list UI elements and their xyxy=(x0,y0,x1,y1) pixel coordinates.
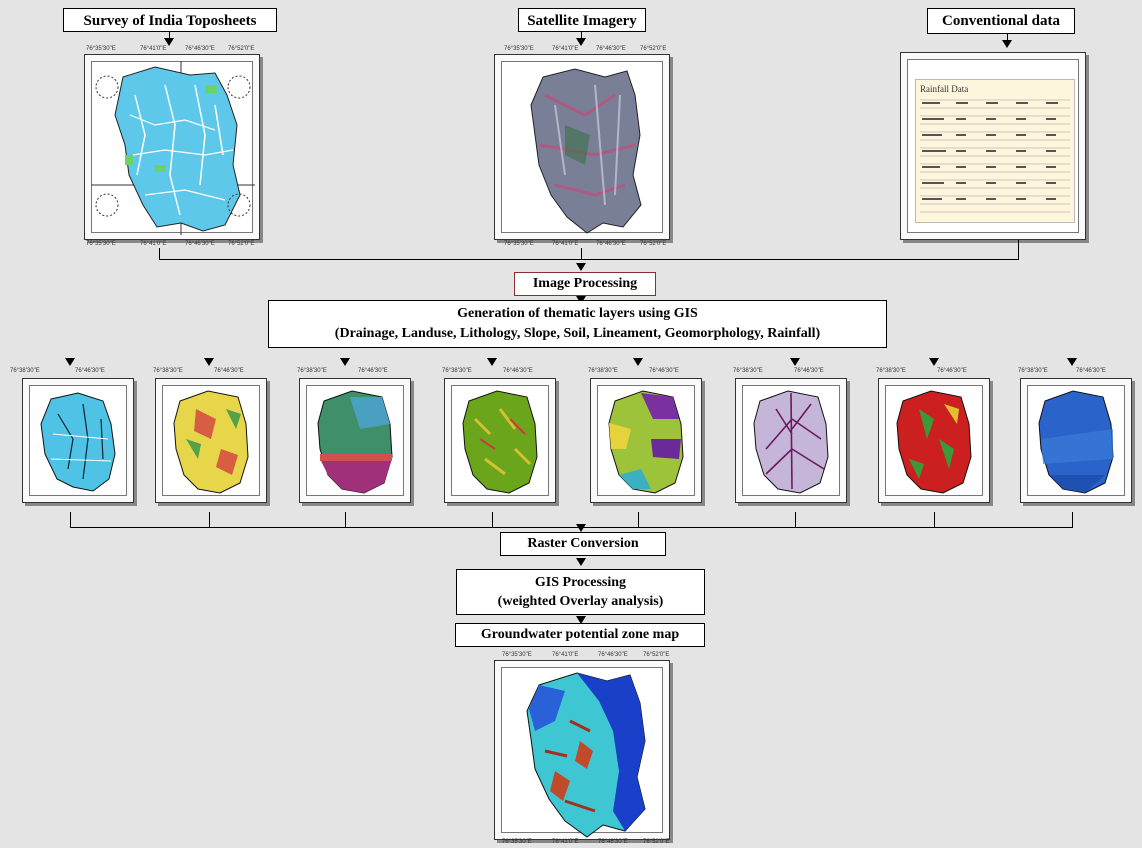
coord-label: 76°52'0"E xyxy=(228,241,255,247)
coord-label: 76°46'30"E xyxy=(794,368,824,374)
arrow-down-icon xyxy=(487,358,497,366)
coord-label: 76°52'0"E xyxy=(643,652,670,658)
coord-label: 76°41'0"E xyxy=(552,839,579,845)
coord-label: 76°52'0"E xyxy=(228,46,255,52)
arrow-down-icon xyxy=(790,358,800,366)
table-title: Rainfall Data xyxy=(920,84,969,94)
coord-label: 76°38'30"E xyxy=(10,368,40,374)
coord-label: 76°52'0"E xyxy=(643,839,670,845)
coord-label: 76°35'30"E xyxy=(504,241,534,247)
coord-label: 76°38'30"E xyxy=(153,368,183,374)
lithology-layer-map xyxy=(299,378,411,503)
rainfall-layer-map xyxy=(1020,378,1132,503)
arrow-down-icon xyxy=(576,263,586,271)
geomorphology-layer-map xyxy=(878,378,990,503)
arrow-down-icon xyxy=(576,524,586,532)
raster-conversion-box: Raster Conversion xyxy=(500,532,666,556)
gis-processing-title: GIS Processing xyxy=(534,575,627,590)
coord-label: 76°35'30"E xyxy=(502,652,532,658)
rainfall-table: Rainfall Data xyxy=(900,52,1086,240)
coord-label: 76°46'30"E xyxy=(598,652,628,658)
satellite-box: Satellite Imagery xyxy=(518,8,646,32)
arrow-down-icon xyxy=(576,558,586,566)
coord-label: 76°46'30"E xyxy=(596,241,626,247)
slope-layer-map xyxy=(444,378,556,503)
drainage-layer-map xyxy=(22,378,134,503)
arrow-down-icon xyxy=(576,38,586,46)
satellite-map xyxy=(494,54,670,240)
thematic-title: Generation of thematic layers using GIS xyxy=(457,306,698,321)
arrow-down-icon xyxy=(633,358,643,366)
thematic-subtitle: (Drainage, Landuse, Lithology, Slope, So… xyxy=(334,326,821,341)
coord-label: 76°41'0"E xyxy=(552,241,579,247)
toposheet-map xyxy=(84,54,260,240)
coord-label: 76°35'30"E xyxy=(502,839,532,845)
coord-label: 76°46'30"E xyxy=(598,839,628,845)
groundwater-map-box: Groundwater potential zone map xyxy=(455,623,705,647)
arrow-down-icon xyxy=(1067,358,1077,366)
coord-label: 76°46'30"E xyxy=(185,46,215,52)
coord-label: 76°41'0"E xyxy=(140,46,167,52)
coord-label: 76°41'0"E xyxy=(552,46,579,52)
coord-label: 76°46'30"E xyxy=(649,368,679,374)
arrow-down-icon xyxy=(164,38,174,46)
coord-label: 76°46'30"E xyxy=(75,368,105,374)
coord-label: 76°41'0"E xyxy=(552,652,579,658)
arrow-down-icon xyxy=(204,358,214,366)
conventional-box: Conventional data xyxy=(927,8,1075,34)
thematic-layers-box: Generation of thematic layers using GIS … xyxy=(268,300,887,348)
arrow-down-icon xyxy=(929,358,939,366)
coord-label: 76°46'30"E xyxy=(937,368,967,374)
landuse-layer-map xyxy=(155,378,267,503)
coord-label: 76°35'30"E xyxy=(504,46,534,52)
gis-processing-subtitle: (weighted Overlay analysis) xyxy=(497,594,664,609)
coord-label: 76°38'30"E xyxy=(733,368,763,374)
coord-label: 76°38'30"E xyxy=(442,368,472,374)
toposheets-box: Survey of India Toposheets xyxy=(63,8,277,32)
arrow-down-icon xyxy=(340,358,350,366)
coord-label: 76°46'30"E xyxy=(185,241,215,247)
coord-label: 76°46'30"E xyxy=(503,368,533,374)
soil-layer-map xyxy=(590,378,702,503)
arrow-down-icon xyxy=(1002,40,1012,48)
coord-label: 76°46'30"E xyxy=(358,368,388,374)
lineament-layer-map xyxy=(735,378,847,503)
coord-label: 76°38'30"E xyxy=(876,368,906,374)
coord-label: 76°46'30"E xyxy=(214,368,244,374)
coord-label: 76°52'0"E xyxy=(640,46,667,52)
coord-label: 76°41'0"E xyxy=(140,241,167,247)
coord-label: 76°46'30"E xyxy=(1076,368,1106,374)
groundwater-potential-map xyxy=(494,660,670,840)
coord-label: 76°38'30"E xyxy=(297,368,327,374)
coord-label: 76°38'30"E xyxy=(1018,368,1048,374)
gis-processing-box: GIS Processing (weighted Overlay analysi… xyxy=(456,569,705,615)
arrow-down-icon xyxy=(576,616,586,624)
coord-label: 76°35'30"E xyxy=(86,46,116,52)
coord-label: 76°35'30"E xyxy=(86,241,116,247)
coord-label: 76°46'30"E xyxy=(596,46,626,52)
arrow-down-icon xyxy=(65,358,75,366)
coord-label: 76°52'0"E xyxy=(640,241,667,247)
coord-label: 76°38'30"E xyxy=(588,368,618,374)
image-processing-box: Image Processing xyxy=(514,272,656,296)
